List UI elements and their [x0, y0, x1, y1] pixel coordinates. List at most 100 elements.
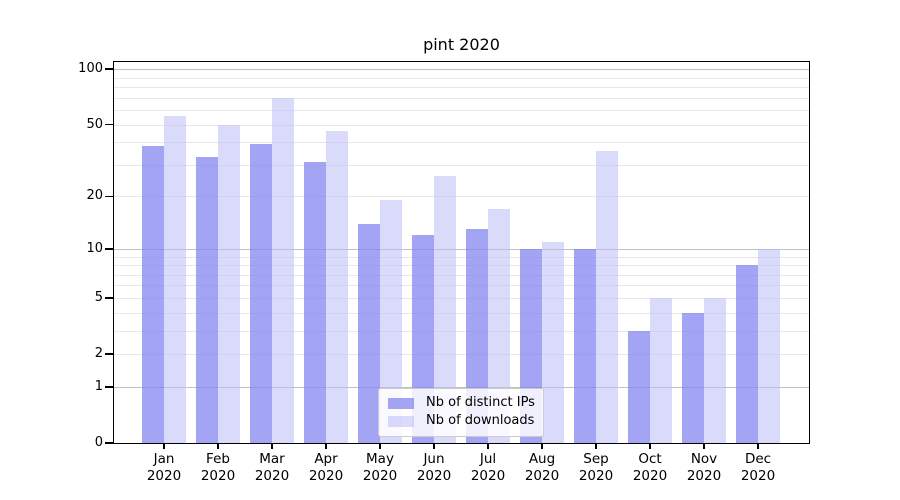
legend-swatch-downloads — [388, 415, 414, 427]
bar-nb-of-downloads-mar-2020 — [272, 97, 294, 443]
bar-nb-of-distinct-ips-feb-2020 — [196, 157, 218, 443]
gridline-minor — [114, 285, 809, 287]
y-tick — [105, 123, 113, 126]
year-label: 2020 — [524, 468, 560, 484]
gridline-minor — [114, 77, 809, 79]
bar-nb-of-distinct-ips-oct-2020 — [628, 330, 650, 443]
y-tick — [105, 68, 113, 70]
y-tick — [105, 442, 113, 444]
y-tick — [105, 195, 113, 198]
bar-nb-of-downloads-may-2020 — [380, 200, 402, 443]
x-tick — [379, 443, 381, 449]
bar-nb-of-downloads-jan-2020 — [164, 115, 186, 443]
bar-nb-of-distinct-ips-dec-2020 — [736, 265, 758, 443]
x-tick-label-dec: Dec 2020 — [728, 451, 788, 485]
plot-area — [113, 61, 810, 444]
y-tick-label: 50 — [86, 116, 103, 132]
x-tick-label-jul: Jul 2020 — [458, 451, 518, 485]
x-tick-label-nov: Nov 2020 — [674, 451, 734, 485]
gridline-minor — [114, 256, 809, 258]
gridline-minor — [114, 124, 809, 126]
bar-nb-of-downloads-sep-2020 — [596, 150, 618, 443]
x-tick-label-feb: Feb 2020 — [188, 451, 248, 485]
x-tick-label-aug: Aug 2020 — [512, 451, 572, 485]
x-tick — [433, 443, 435, 449]
gridline-major — [114, 386, 809, 388]
x-tick — [595, 443, 597, 449]
year-label: 2020 — [632, 468, 668, 484]
month-label: Nov — [690, 451, 718, 467]
x-tick — [217, 443, 219, 449]
x-tick — [649, 443, 651, 449]
legend-item-distinct-ips: Nb of distinct IPs — [388, 394, 535, 412]
month-label: Apr — [314, 451, 338, 467]
gridline-minor — [114, 142, 809, 144]
bar-nb-of-downloads-apr-2020 — [326, 131, 348, 443]
gridline-minor — [114, 265, 809, 267]
x-tick — [541, 443, 543, 449]
bar-nb-of-downloads-dec-2020 — [758, 248, 780, 443]
year-label: 2020 — [254, 468, 290, 484]
bar-nb-of-downloads-jun-2020 — [434, 176, 456, 443]
bar-nb-of-downloads-nov-2020 — [704, 297, 726, 443]
month-label: Jun — [423, 451, 445, 467]
month-label: Jul — [479, 451, 497, 467]
bar-nb-of-distinct-ips-jan-2020 — [142, 146, 164, 443]
year-label: 2020 — [362, 468, 398, 484]
gridline-minor — [114, 330, 809, 332]
y-tick — [105, 297, 113, 299]
month-label: Sep — [583, 451, 609, 467]
y-tick-label: 2 — [94, 346, 103, 362]
legend: Nb of distinct IPs Nb of downloads — [378, 388, 544, 437]
y-tick-label: 0 — [94, 435, 103, 450]
gridline-minor — [114, 97, 809, 99]
bar-nb-of-distinct-ips-nov-2020 — [682, 312, 704, 443]
x-tick — [163, 443, 165, 449]
y-tick — [105, 353, 113, 355]
bar-nb-of-distinct-ips-apr-2020 — [304, 162, 326, 443]
y-tick-label: 10 — [86, 240, 103, 256]
x-tick-label-oct: Oct 2020 — [620, 451, 680, 485]
gridline-minor — [114, 164, 809, 166]
bar-nb-of-distinct-ips-mar-2020 — [250, 144, 272, 443]
x-tick — [703, 443, 705, 449]
x-tick-label-jan: Jan 2020 — [134, 451, 194, 485]
month-label: Feb — [206, 451, 230, 467]
x-tick-label-may: May 2020 — [350, 451, 410, 485]
y-tick-label: 20 — [86, 188, 103, 204]
gridline-major — [114, 248, 809, 250]
bar-nb-of-downloads-jul-2020 — [488, 208, 510, 443]
x-tick-label-jun: Jun 2020 — [404, 451, 464, 485]
year-label: 2020 — [740, 468, 776, 484]
chart-title: pint 2020 — [423, 35, 500, 54]
bar-nb-of-distinct-ips-sep-2020 — [574, 248, 596, 443]
year-label: 2020 — [308, 468, 344, 484]
legend-label-downloads: Nb of downloads — [426, 413, 535, 428]
y-tick-label: 5 — [94, 289, 103, 305]
year-label: 2020 — [416, 468, 452, 484]
legend-item-downloads: Nb of downloads — [388, 412, 534, 430]
year-label: 2020 — [578, 468, 614, 484]
legend-label-distinct-ips: Nb of distinct IPs — [426, 395, 535, 410]
x-tick-label-sep: Sep 2020 — [566, 451, 626, 485]
year-label: 2020 — [686, 468, 722, 484]
gridline-major — [114, 69, 809, 71]
bar-nb-of-downloads-aug-2020 — [542, 241, 564, 443]
month-label: Jan — [153, 451, 175, 467]
bar-nb-of-downloads-oct-2020 — [650, 297, 672, 443]
month-label: Aug — [528, 451, 556, 467]
month-label: May — [366, 451, 394, 467]
bar-nb-of-downloads-feb-2020 — [218, 124, 240, 443]
x-tick — [271, 443, 273, 449]
month-label: Dec — [744, 451, 772, 467]
gridline-minor — [114, 87, 809, 89]
bar-nb-of-distinct-ips-may-2020 — [358, 223, 380, 443]
gridline-minor — [114, 297, 809, 299]
y-tick — [105, 248, 113, 250]
year-label: 2020 — [146, 468, 182, 484]
year-label: 2020 — [200, 468, 236, 484]
x-tick — [757, 443, 759, 449]
year-label: 2020 — [470, 468, 506, 484]
x-tick-label-mar: Mar 2020 — [242, 451, 302, 485]
